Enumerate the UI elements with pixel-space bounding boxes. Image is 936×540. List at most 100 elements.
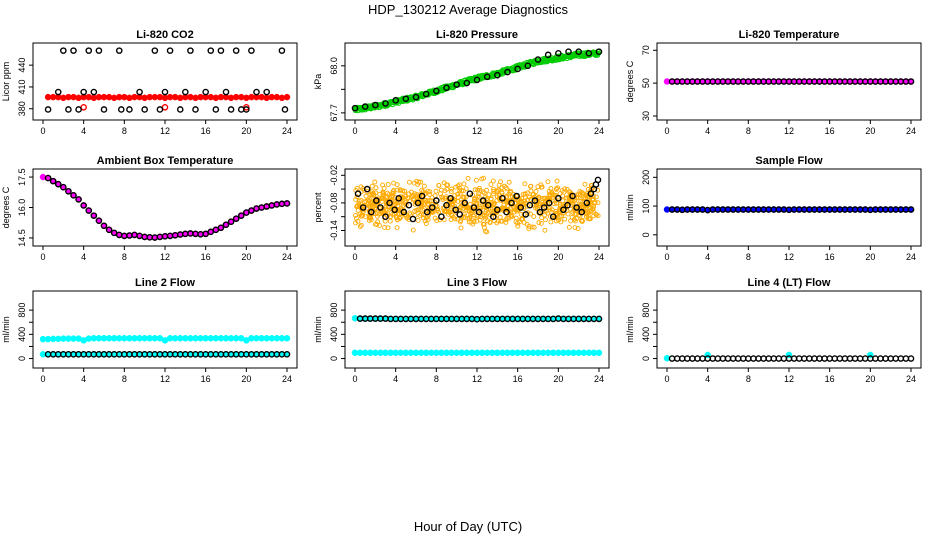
gas-stream-rh-point [456, 182, 462, 188]
li820-co2-point [117, 106, 125, 113]
gas-stream-rh-point [528, 183, 533, 189]
gas-stream-rh-point [447, 209, 453, 215]
line3-flow-y-axis-label: ml/min [313, 316, 323, 343]
gas-stream-rh-point [382, 213, 389, 220]
gas-stream-rh-point [432, 215, 438, 221]
gas-stream-rh-point [494, 206, 501, 214]
gas-stream-rh-point [549, 207, 555, 213]
gas-stream-rh-point [461, 181, 467, 187]
gas-stream-rh-point [366, 198, 372, 204]
gas-stream-rh-point [583, 199, 591, 207]
li820-pressure-point [351, 104, 359, 112]
li820-co2-point [278, 47, 286, 54]
li820-pressure-x-tick-label: 4 [393, 126, 398, 136]
li820-co2-point [217, 47, 225, 54]
li820-co2-point [54, 88, 62, 96]
gas-stream-rh-point [429, 195, 435, 201]
li820-co2-point [90, 88, 98, 96]
gas-stream-rh-point [483, 207, 489, 213]
gas-stream-rh-point [494, 220, 500, 226]
gas-stream-rh-point [474, 200, 480, 206]
gas-stream-rh-point [545, 179, 551, 185]
gas-stream-rh-point [465, 175, 471, 181]
li820-co2-point [207, 47, 215, 54]
gas-stream-rh-point [493, 205, 499, 211]
gas-stream-rh-point [405, 201, 413, 209]
ambient-box-temperature-point [222, 221, 230, 229]
ambient-box-temperature-y-tick-label: 14.5 [17, 229, 27, 247]
gas-stream-rh-point [366, 215, 372, 221]
li820-pressure-y-tick-label: 68.0 [329, 57, 339, 75]
gas-stream-rh-point [476, 194, 482, 200]
gas-stream-rh-point [584, 214, 590, 220]
gas-stream-rh-point [397, 187, 403, 193]
gas-stream-rh-point [400, 188, 406, 194]
gas-stream-rh-point [505, 203, 511, 209]
gas-stream-rh-point [529, 224, 535, 230]
line4-lt-flow-x-tick-label: 12 [784, 374, 794, 384]
gas-stream-rh-point [452, 206, 459, 214]
gas-stream-rh-point [410, 196, 416, 202]
li820-pressure-point [473, 76, 481, 84]
li820-co2-x-tick-label: 12 [160, 126, 170, 136]
li820-temperature-y-axis-label: degrees C [625, 60, 635, 102]
gas-stream-rh-point [359, 204, 367, 211]
gas-stream-rh-point [536, 208, 544, 216]
ambient-box-temperature-y-tick-label: 16.0 [17, 199, 27, 217]
li820-co2-point [161, 88, 169, 96]
line4-lt-flow-title: Line 4 (LT) Flow [748, 277, 831, 289]
gas-stream-rh-point [564, 195, 570, 201]
line3-flow-x-tick-label: 20 [553, 374, 563, 384]
gas-stream-rh-point [385, 182, 391, 187]
gas-stream-rh-point [499, 194, 506, 202]
ambient-box-temperature-point [100, 222, 108, 230]
gas-stream-rh-point [542, 227, 548, 233]
li820-co2-point [80, 103, 87, 111]
ambient-box-temperature-point [90, 212, 98, 219]
gas-stream-rh-point [449, 186, 455, 192]
gas-stream-rh-point [438, 213, 445, 220]
gas-stream-rh-point [387, 218, 393, 224]
li820-pressure-point [544, 51, 552, 59]
gas-stream-rh-point [358, 222, 364, 228]
gas-stream-rh-point [487, 219, 493, 225]
ambient-box-temperature-point [217, 224, 225, 232]
li820-co2-point [95, 47, 103, 54]
gas-stream-rh-point [494, 189, 500, 195]
gas-stream-rh-point [410, 227, 416, 233]
gas-stream-rh-point [421, 183, 427, 189]
gas-stream-rh-point [555, 210, 561, 216]
li820-pressure-series-0 [352, 48, 602, 114]
li820-pressure-point [443, 84, 450, 92]
gas-stream-rh-point [457, 219, 463, 225]
gas-stream-rh-x-tick-label: 12 [472, 252, 482, 262]
gas-stream-rh-point [456, 211, 464, 218]
li820-pressure-x-tick-label: 20 [553, 126, 563, 136]
gas-stream-rh-point [418, 179, 423, 185]
gas-stream-rh-point [497, 214, 503, 220]
gas-stream-rh-point [481, 190, 487, 196]
gas-stream-rh-point [538, 220, 544, 226]
li820-co2-series-2 [44, 47, 289, 113]
gas-stream-rh-point [488, 182, 494, 187]
line4-lt-flow-y-tick-label: 800 [641, 303, 651, 318]
li820-co2-point [100, 106, 108, 113]
gas-stream-rh-point [566, 224, 572, 230]
gas-stream-rh-point [547, 192, 553, 198]
gas-stream-rh-point [428, 204, 436, 211]
li820-pressure-point [463, 79, 471, 87]
li820-co2-point [248, 47, 255, 54]
gas-stream-rh-point [376, 223, 382, 228]
gas-stream-rh-point [382, 224, 388, 230]
li820-co2-point [192, 106, 199, 113]
ambient-box-temperature-point [75, 196, 82, 203]
panel-line3-flow: Line 3 Flow ml/min 0 4 8 12 16 20 24 0 400 800 [313, 277, 610, 384]
li820-temperature-y-tick-label: 30 [641, 111, 651, 121]
gas-stream-rh-point [475, 193, 481, 199]
li820-co2-point [60, 47, 67, 54]
li820-co2-point [65, 106, 72, 113]
gas-stream-rh-point [479, 176, 485, 182]
ambient-box-temperature-point [44, 174, 52, 182]
gas-stream-rh-point [561, 189, 567, 195]
line2-flow-y-tick-label: 400 [17, 327, 27, 342]
